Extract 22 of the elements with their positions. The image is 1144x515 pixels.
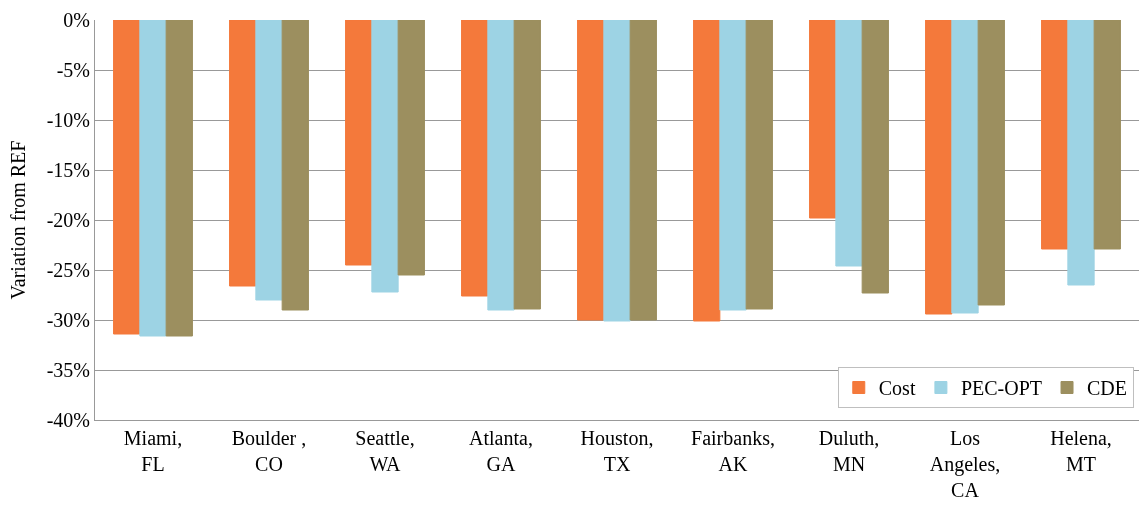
y-tick-label: -30%: [46, 309, 90, 331]
x-tick-label: Atlanta, GA: [469, 427, 533, 475]
x-tick-label: Duluth, MN: [818, 427, 880, 475]
x-tick-label: Miami, FL: [123, 427, 183, 475]
x-tick-label: Fairbanks, AK: [691, 427, 775, 475]
y-tick-label: -25%: [46, 259, 90, 281]
x-tick-label: Helena, MT: [1050, 427, 1112, 475]
y-tick-label: -35%: [46, 359, 90, 381]
legend-label: Cost: [878, 377, 916, 400]
y-tick-label: -20%: [46, 209, 90, 231]
x-tick-label: Seattle, WA: [355, 427, 415, 475]
y-tick-label: -10%: [46, 109, 90, 131]
legend-label: CDE: [1087, 377, 1128, 400]
y-tick-label: -40%: [46, 409, 90, 431]
y-tick-label: -5%: [56, 59, 90, 81]
x-tick-label: Los Angeles, CA: [929, 427, 1001, 501]
x-tick-label: Boulder , CO: [231, 427, 307, 475]
y-tick-label: -15%: [46, 159, 90, 181]
legend-label: PEC-OPT: [960, 377, 1043, 400]
y-tick-label: 0%: [63, 9, 90, 31]
y-axis-title: Variation from REF: [7, 140, 30, 300]
x-tick-label: Houston, TX: [580, 427, 654, 475]
